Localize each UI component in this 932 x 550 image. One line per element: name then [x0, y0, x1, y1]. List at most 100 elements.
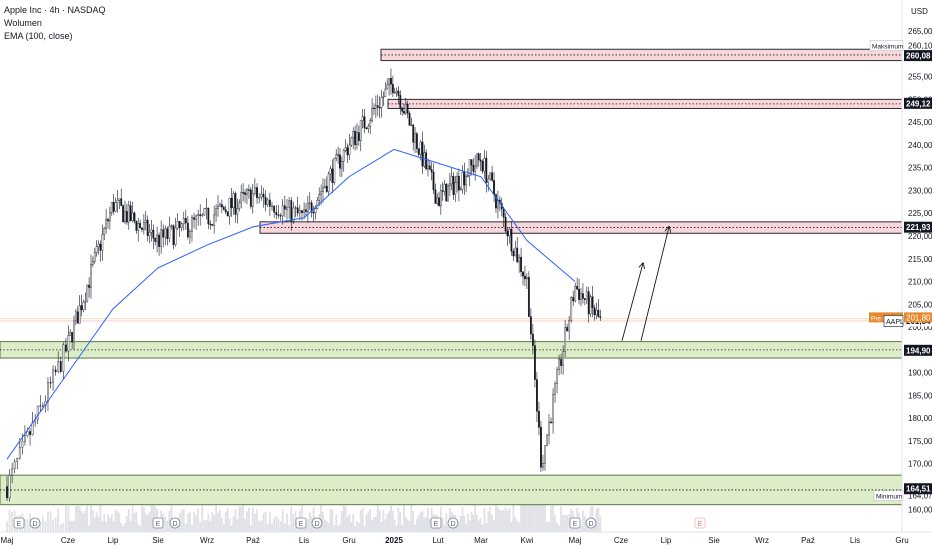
y-tick-label[interactable]: 170,00: [908, 460, 932, 469]
y-tick-label[interactable]: 205,00: [908, 300, 932, 309]
x-tick-label[interactable]: Sie: [708, 536, 720, 545]
candle-body: [74, 311, 77, 322]
y-tick-label[interactable]: 225,00: [908, 209, 932, 218]
x-tick-label[interactable]: Lis: [299, 536, 309, 545]
candle-body: [546, 434, 548, 446]
candle-body: [201, 214, 204, 216]
volume-bar: [125, 515, 128, 532]
time-axis[interactable]: Maj Cze Lip Sie Wrz Paź Lis Gru 2025 Lut Mar Kwi Maj…: [1, 536, 909, 545]
volume-bar: [286, 513, 288, 532]
candle-body: [491, 172, 494, 181]
x-tick-label[interactable]: Cze: [614, 536, 629, 545]
x-tick-label[interactable]: Maj: [1, 536, 14, 545]
volume-bar: [403, 504, 405, 532]
dividend-marker[interactable]: [447, 517, 459, 529]
currency-label[interactable]: USD: [911, 7, 928, 16]
event-marker-label: D: [172, 521, 177, 528]
candle-body: [465, 176, 468, 186]
y-tick-label[interactable]: 255,00: [908, 73, 932, 82]
symbol-title[interactable]: Apple Inc · 4h · NASDAQ: [4, 5, 106, 15]
x-tick-label[interactable]: Gru: [895, 536, 908, 545]
candle-body: [434, 189, 437, 204]
y-tick-label[interactable]: 185,00: [908, 391, 932, 400]
x-tick-label[interactable]: Paź: [246, 536, 260, 545]
x-tick-label[interactable]: Sie: [152, 536, 164, 545]
volume-bar: [346, 516, 349, 532]
y-tick-label[interactable]: 235,00: [908, 164, 932, 173]
x-tick-label[interactable]: Kwi: [521, 536, 534, 545]
dividend-marker[interactable]: [311, 517, 323, 529]
y-tick-label[interactable]: 215,00: [908, 255, 932, 264]
volume-bar: [597, 507, 600, 532]
x-tick-label[interactable]: Cze: [61, 536, 76, 545]
dividend-marker[interactable]: [585, 517, 597, 529]
x-tick-label[interactable]: Paź: [801, 536, 815, 545]
minimum-value: 164,07: [908, 492, 932, 501]
volume-bar: [421, 510, 424, 532]
y-tick-label[interactable]: 180,00: [908, 414, 932, 423]
candle-body: [238, 202, 241, 209]
y-tick-label[interactable]: 160,00: [908, 505, 932, 514]
y-tick-label[interactable]: 240,00: [908, 141, 932, 150]
dividend-marker[interactable]: [29, 517, 41, 529]
volume-bar: [560, 506, 563, 532]
dividend-marker[interactable]: [169, 517, 181, 529]
candle-body: [481, 161, 484, 172]
y-tick-label[interactable]: 230,00: [908, 186, 932, 195]
candle-body: [211, 224, 214, 226]
candle-body: [425, 152, 428, 170]
candle-body: [335, 154, 338, 159]
price-axis[interactable]: 160,00165,00170,00175,00180,00185,00190,…: [908, 27, 932, 514]
earnings-marker[interactable]: [152, 517, 164, 529]
x-tick-label[interactable]: Wrz: [755, 536, 769, 545]
y-tick-label[interactable]: 265,00: [908, 27, 932, 36]
volume-bar: [395, 525, 398, 532]
volume-bar: [135, 511, 138, 532]
earnings-marker[interactable]: [694, 517, 706, 529]
earnings-marker[interactable]: [13, 517, 25, 529]
volume-bar: [205, 519, 208, 532]
event-marker-label: E: [299, 521, 304, 528]
volume-bar: [256, 509, 258, 532]
candle-body: [195, 215, 198, 220]
x-tick-label[interactable]: Mar: [474, 536, 488, 545]
candle-body: [410, 124, 413, 127]
volume-bar: [193, 511, 195, 532]
volume-bar: [90, 505, 92, 532]
earnings-marker[interactable]: [569, 517, 581, 529]
y-tick-label[interactable]: 245,00: [908, 118, 932, 127]
candle-body: [593, 307, 596, 316]
volume-bar: [388, 511, 390, 532]
earnings-marker[interactable]: [295, 517, 307, 529]
x-tick-label[interactable]: Lut: [432, 536, 444, 545]
candle-body: [450, 176, 453, 185]
candle-body: [436, 197, 439, 204]
level-tag: [904, 97, 932, 109]
volume-bar: [474, 504, 477, 532]
candle-body: [236, 208, 239, 215]
volume-indicator-label[interactable]: Wolumen: [4, 18, 42, 28]
x-tick-label[interactable]: Wrz: [200, 536, 214, 545]
x-tick-label[interactable]: Maj: [569, 536, 582, 545]
y-tick-label[interactable]: 220,00: [908, 232, 932, 241]
candle-body: [587, 291, 590, 315]
y-tick-label[interactable]: 210,00: [908, 278, 932, 287]
y-tick-label[interactable]: 190,00: [908, 369, 932, 378]
x-tick-label[interactable]: 2025: [385, 536, 403, 545]
x-tick-label[interactable]: Lip: [661, 536, 672, 545]
candle-body: [168, 225, 171, 239]
candle-body: [463, 172, 466, 186]
maximum-value: 260,10: [908, 42, 932, 51]
earnings-marker[interactable]: [430, 517, 442, 529]
ema-indicator-label[interactable]: EMA (100, close): [4, 31, 73, 41]
x-tick-label[interactable]: Lis: [850, 536, 860, 545]
y-tick-label[interactable]: 200,00: [908, 323, 932, 332]
y-tick-label[interactable]: 175,00: [908, 437, 932, 446]
x-tick-label[interactable]: Lip: [108, 536, 119, 545]
candle-body: [108, 212, 111, 222]
x-tick-label[interactable]: Gru: [342, 536, 355, 545]
level-tag-text: 249,12: [906, 99, 931, 108]
volume-bar: [340, 511, 343, 532]
